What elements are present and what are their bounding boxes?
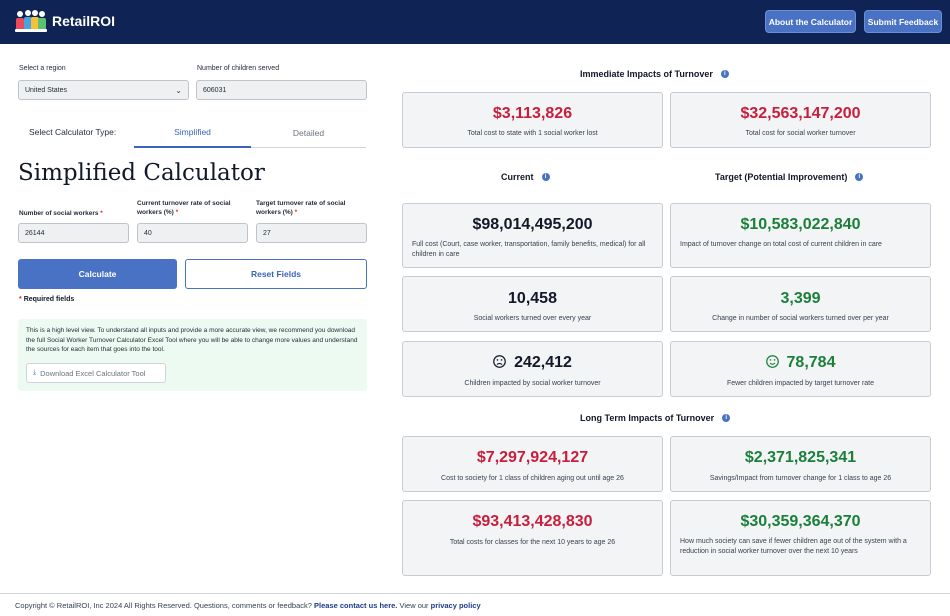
current-card-1: $98,014,495,200 Full cost (Court, case w… xyxy=(402,203,663,268)
long-term-card-3: $93,413,428,830 Total costs for classes … xyxy=(402,500,663,576)
footer: Copyright © RetailROI, Inc 2024 All Righ… xyxy=(15,601,481,610)
immediate-card-1: $3,113,826 Total cost to state with 1 so… xyxy=(402,92,663,148)
card-desc: Full cost (Court, case worker, transport… xyxy=(412,241,646,258)
card-desc: Cost to society for 1 class of children … xyxy=(441,475,624,482)
card-desc: Fewer children impacted by target turnov… xyxy=(726,380,875,387)
immediate-card-2: $32,563,147,200 Total cost for social wo… xyxy=(670,92,931,148)
card-desc: How much society can save if fewer child… xyxy=(680,538,907,555)
card-desc: Total cost for social worker turnover xyxy=(745,130,856,137)
workers-value: 26144 xyxy=(25,229,45,237)
card-desc: Savings/Impact from turnover change for … xyxy=(709,475,892,482)
card-value: $2,371,825,341 xyxy=(744,449,857,466)
current-rate-input[interactable]: 40 xyxy=(137,223,248,243)
region-value: United States xyxy=(25,86,68,94)
card-value: $30,359,364,370 xyxy=(740,513,861,530)
required-fields-note: * Required fields xyxy=(19,296,75,303)
immediate-impacts-heading: Immediate Impacts of Turnover i xyxy=(580,69,729,79)
card-value-row: 78,784 xyxy=(671,354,930,372)
target-heading: Target (Potential Improvement) i xyxy=(715,172,864,182)
card-value: 242,412 xyxy=(514,354,572,371)
footer-divider xyxy=(0,593,950,594)
info-panel: This is a high level view. To understand… xyxy=(18,319,367,391)
long-term-impacts-heading: Long Term Impacts of Turnover i xyxy=(580,413,731,423)
card-value-row: 242,412 xyxy=(403,354,662,372)
region-select[interactable]: United States ⌄ xyxy=(18,80,189,100)
target-card-3: 78,784 Fewer children impacted by target… xyxy=(670,341,931,397)
card-value: $93,413,428,830 xyxy=(472,513,593,530)
page-title: Simplified Calculator xyxy=(18,160,265,186)
chevron-down-icon: ⌄ xyxy=(175,86,182,95)
target-rate-label: Target turnover rate of social workers (… xyxy=(256,200,346,216)
card-value: 3,399 xyxy=(780,290,821,307)
tab-detailed[interactable]: Detailed xyxy=(251,118,366,148)
long-term-card-4: $30,359,364,370 How much society can sav… xyxy=(670,500,931,576)
contact-link[interactable]: Please contact us here. xyxy=(314,601,398,610)
card-value: 10,458 xyxy=(508,290,557,307)
target-rate-value: 27 xyxy=(263,229,271,237)
current-heading: Current i xyxy=(501,172,550,182)
submit-feedback-button[interactable]: Submit Feedback xyxy=(864,10,942,33)
info-icon[interactable]: i xyxy=(855,173,864,181)
download-label: Download Excel Calculator Tool xyxy=(40,368,146,378)
current-rate-value: 40 xyxy=(144,229,152,237)
about-calculator-button[interactable]: About the Calculator xyxy=(765,10,856,33)
frown-face-icon xyxy=(493,355,506,368)
tab-simplified[interactable]: Simplified xyxy=(134,118,251,148)
calculator-type-label: Select Calculator Type: xyxy=(29,127,117,137)
smile-face-icon xyxy=(765,355,779,368)
card-desc: Social workers turned over every year xyxy=(473,315,592,322)
calculate-button[interactable]: Calculate xyxy=(18,259,177,289)
brand-name: RetailROI xyxy=(52,13,116,29)
target-card-2: 3,399 Change in number of social workers… xyxy=(670,276,931,332)
long-term-card-1: $7,297,924,127 Cost to society for 1 cla… xyxy=(402,436,663,492)
target-rate-input[interactable]: 27 xyxy=(256,223,367,243)
card-value: $32,563,147,200 xyxy=(740,105,861,122)
current-rate-label: Current turnover rate of social workers … xyxy=(137,200,231,216)
region-label: Select a region xyxy=(19,65,66,72)
info-icon[interactable]: i xyxy=(722,414,731,422)
card-value: $3,113,826 xyxy=(492,105,573,122)
long-term-card-2: $2,371,825,341 Savings/Impact from turno… xyxy=(670,436,931,492)
workers-label: Number of social workers * xyxy=(19,210,103,217)
info-text: This is a high level view. To understand… xyxy=(26,327,358,353)
target-card-1: $10,583,022,840 Impact of turnover chang… xyxy=(670,203,931,268)
card-value: $98,014,495,200 xyxy=(472,216,593,233)
card-desc: Total cost to state with 1 social worker… xyxy=(467,130,598,137)
footer-copyright: Copyright © RetailROI, Inc 2024 All Righ… xyxy=(15,601,312,610)
card-value: $10,583,022,840 xyxy=(740,216,861,233)
info-icon[interactable]: i xyxy=(720,70,729,78)
download-icon: ⤓ xyxy=(33,369,37,376)
children-label: Number of children served xyxy=(197,65,280,72)
card-value: 78,784 xyxy=(786,354,836,371)
family-icon xyxy=(15,10,47,32)
footer-middle: View our xyxy=(399,601,429,610)
workers-input[interactable]: 26144 xyxy=(18,223,129,243)
download-excel-button[interactable]: ⤓ Download Excel Calculator Tool xyxy=(26,363,166,383)
current-card-3: 242,412 Children impacted by social work… xyxy=(402,341,663,397)
card-desc: Children impacted by social worker turno… xyxy=(464,380,601,387)
children-input[interactable]: 606031 xyxy=(196,80,367,100)
card-desc: Total costs for classes for the next 10 … xyxy=(449,539,616,546)
privacy-policy-link[interactable]: privacy policy xyxy=(430,601,481,610)
info-icon[interactable]: i xyxy=(541,173,550,181)
current-card-2: 10,458 Social workers turned over every … xyxy=(402,276,663,332)
top-nav-bar: RetailROI About the Calculator Submit Fe… xyxy=(0,0,950,44)
brand-logo[interactable]: RetailROI xyxy=(14,8,115,34)
children-value: 606031 xyxy=(203,86,227,94)
card-desc: Change in number of social workers turne… xyxy=(712,315,889,322)
reset-fields-button[interactable]: Reset Fields xyxy=(185,259,367,289)
card-value: $7,297,924,127 xyxy=(476,449,589,466)
card-desc: Impact of turnover change on total cost … xyxy=(680,241,882,248)
